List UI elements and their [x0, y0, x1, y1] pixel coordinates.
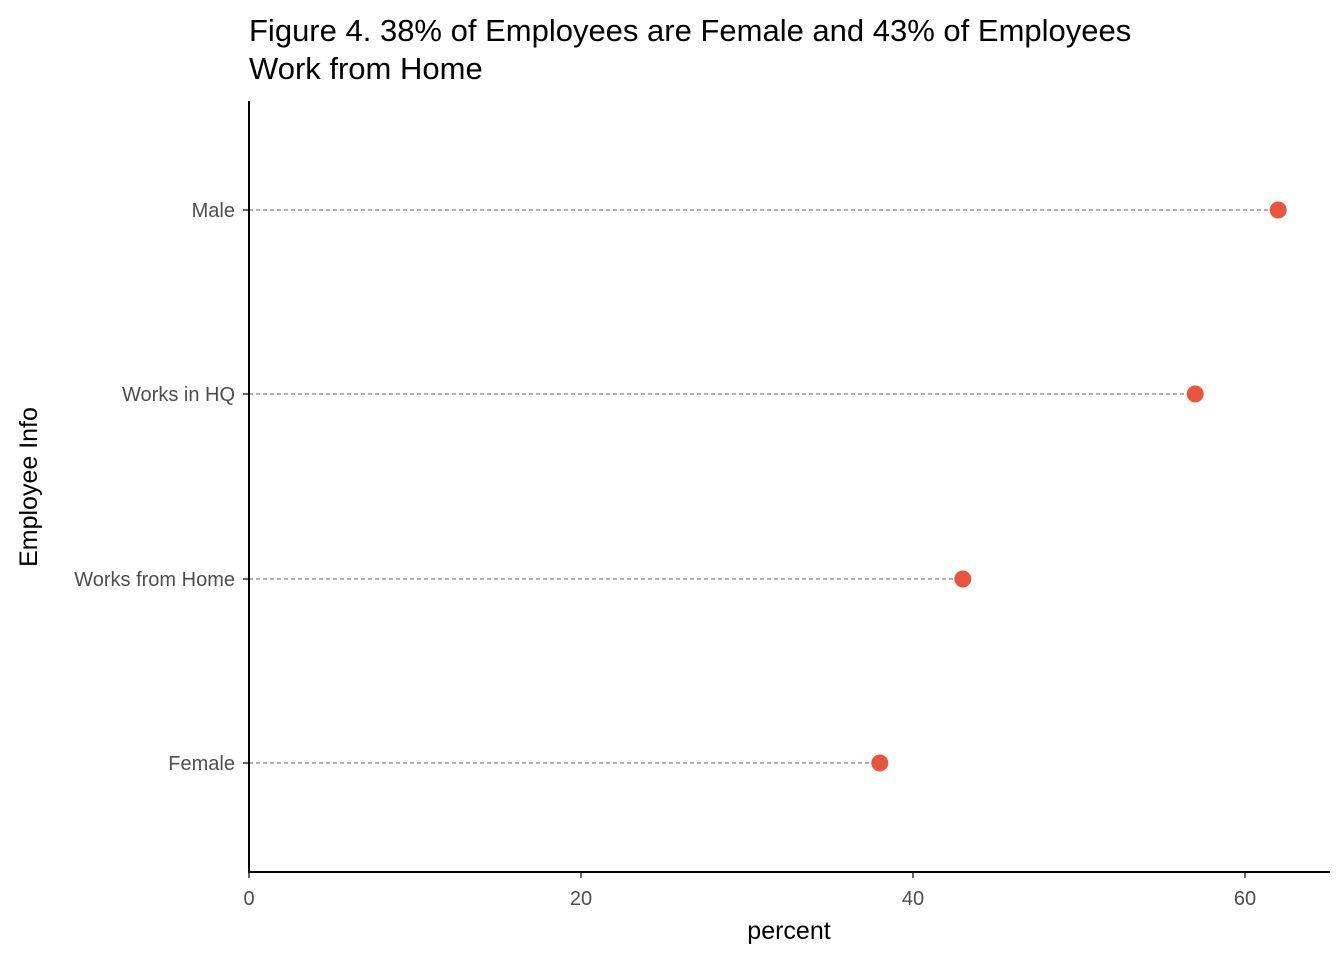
chart-title-line-2: Work from Home: [249, 51, 483, 86]
x-tick-label: 0: [243, 888, 254, 910]
data-point: [871, 754, 889, 772]
y-tick-label: Works in HQ: [122, 384, 235, 406]
data-point: [1186, 385, 1204, 403]
y-tick-label: Male: [192, 200, 235, 222]
x-tick-label: 20: [570, 888, 592, 910]
chart-title-line-1: Figure 4. 38% of Employees are Female an…: [249, 13, 1131, 48]
data-point: [954, 570, 972, 588]
x-axis-title: percent: [747, 917, 830, 945]
y-tick-label: Works from Home: [74, 569, 235, 591]
plot-area: Male Works in HQ Works from Home Female 0 20 4…: [74, 200, 1287, 910]
data-point: [1269, 201, 1287, 219]
x-tick-label: 40: [902, 888, 924, 910]
y-tick-label: Female: [168, 753, 235, 775]
x-tick-label: 60: [1234, 888, 1256, 910]
y-axis-title: Employee Info: [15, 407, 43, 567]
